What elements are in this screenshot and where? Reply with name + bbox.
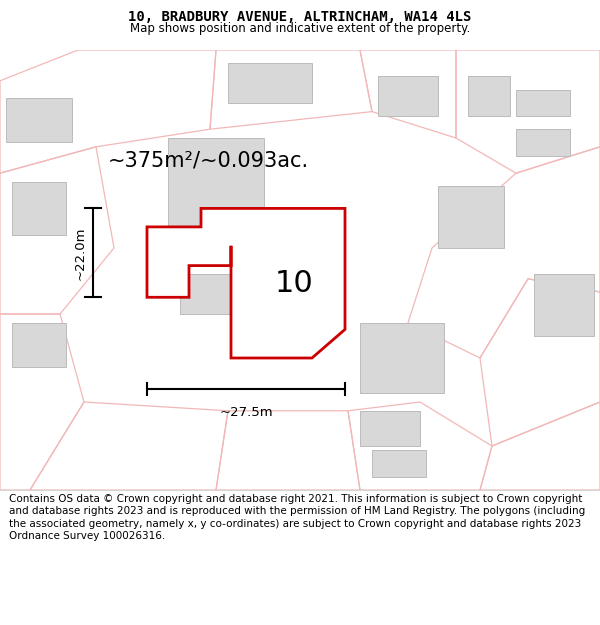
Bar [360,411,420,446]
Bar [534,274,594,336]
Bar [378,76,438,116]
Bar [438,186,504,248]
Bar [516,129,570,156]
Bar [12,182,66,235]
Text: Contains OS data © Crown copyright and database right 2021. This information is : Contains OS data © Crown copyright and d… [9,494,585,541]
Text: 10, BRADBURY AVENUE, ALTRINCHAM, WA14 4LS: 10, BRADBURY AVENUE, ALTRINCHAM, WA14 4L… [128,10,472,24]
Bar [168,138,264,226]
Text: ~27.5m: ~27.5m [219,406,273,419]
Bar [468,76,510,116]
Polygon shape [147,208,345,358]
Bar [372,451,426,477]
Bar [180,274,234,314]
Bar [360,322,444,393]
Bar [12,322,66,367]
Bar [6,98,72,142]
Text: Map shows position and indicative extent of the property.: Map shows position and indicative extent… [130,22,470,35]
Text: ~375m²/~0.093ac.: ~375m²/~0.093ac. [108,150,309,170]
Bar [516,89,570,116]
Text: 10: 10 [275,269,313,298]
Text: ~22.0m: ~22.0m [73,226,86,279]
Bar [228,63,312,102]
